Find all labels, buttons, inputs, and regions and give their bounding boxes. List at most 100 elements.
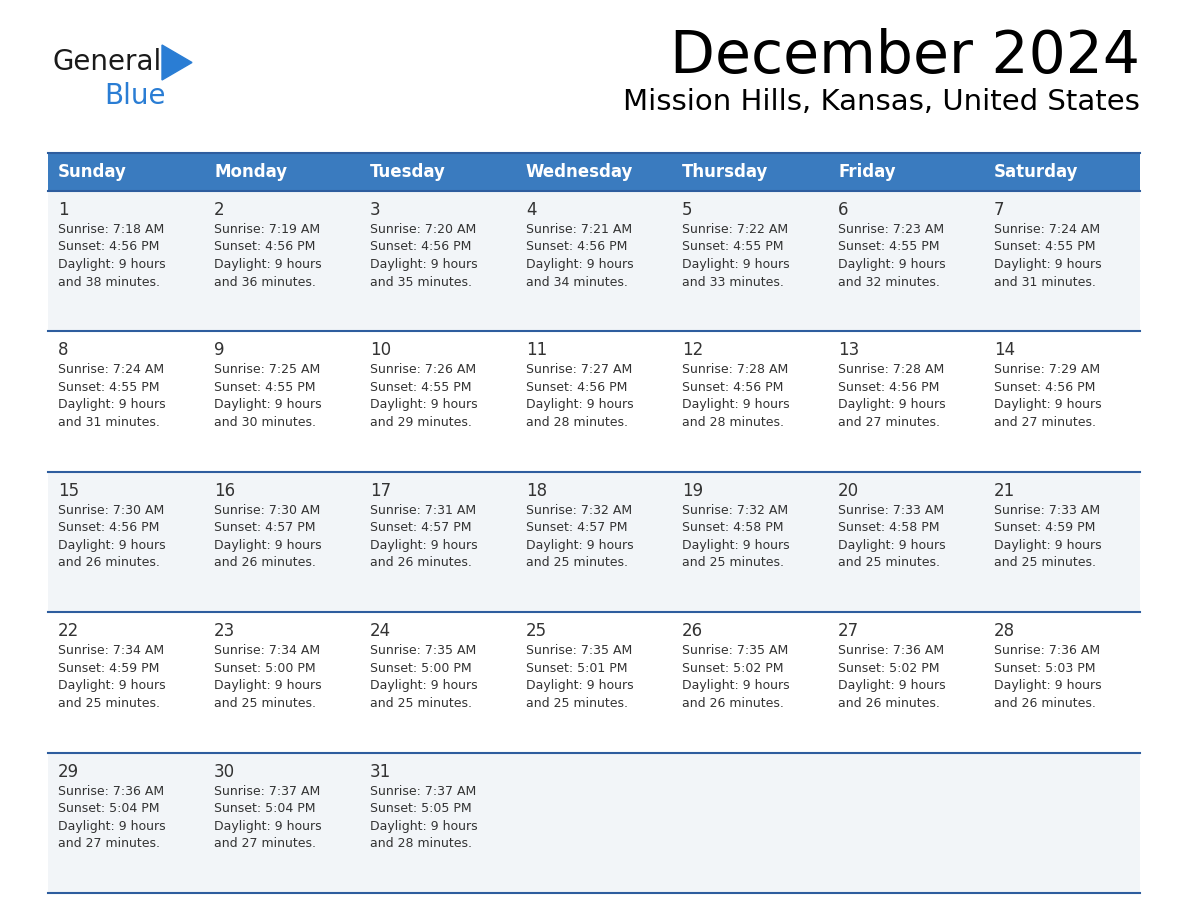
Text: 6: 6 xyxy=(838,201,848,219)
Text: Sunset: 4:55 PM: Sunset: 4:55 PM xyxy=(682,241,784,253)
Text: Sunset: 4:55 PM: Sunset: 4:55 PM xyxy=(58,381,159,394)
Text: Daylight: 9 hours: Daylight: 9 hours xyxy=(994,679,1101,692)
Text: Daylight: 9 hours: Daylight: 9 hours xyxy=(58,539,165,552)
Bar xyxy=(672,331,828,472)
Bar xyxy=(828,472,984,612)
Text: 18: 18 xyxy=(526,482,548,499)
Text: Sunset: 4:55 PM: Sunset: 4:55 PM xyxy=(214,381,316,394)
Bar xyxy=(828,612,984,753)
Text: Sunset: 4:56 PM: Sunset: 4:56 PM xyxy=(214,241,315,253)
Text: Sunrise: 7:30 AM: Sunrise: 7:30 AM xyxy=(58,504,164,517)
Text: Sunset: 4:56 PM: Sunset: 4:56 PM xyxy=(526,381,627,394)
Text: Sunset: 5:05 PM: Sunset: 5:05 PM xyxy=(369,802,472,815)
Text: Sunset: 4:56 PM: Sunset: 4:56 PM xyxy=(838,381,940,394)
Text: Sunrise: 7:31 AM: Sunrise: 7:31 AM xyxy=(369,504,476,517)
Bar xyxy=(516,153,672,191)
Text: Daylight: 9 hours: Daylight: 9 hours xyxy=(214,539,322,552)
Bar xyxy=(204,191,360,331)
Bar xyxy=(516,331,672,472)
Text: and 25 minutes.: and 25 minutes. xyxy=(994,556,1097,569)
Text: 21: 21 xyxy=(994,482,1016,499)
Text: Sunset: 4:59 PM: Sunset: 4:59 PM xyxy=(58,662,159,675)
Text: 13: 13 xyxy=(838,341,859,360)
Text: Daylight: 9 hours: Daylight: 9 hours xyxy=(58,820,165,833)
Text: and 25 minutes.: and 25 minutes. xyxy=(526,697,628,710)
Bar xyxy=(204,331,360,472)
Text: Daylight: 9 hours: Daylight: 9 hours xyxy=(682,679,790,692)
Text: and 25 minutes.: and 25 minutes. xyxy=(838,556,940,569)
Text: Daylight: 9 hours: Daylight: 9 hours xyxy=(682,258,790,271)
Text: Sunrise: 7:27 AM: Sunrise: 7:27 AM xyxy=(526,364,632,376)
Text: Thursday: Thursday xyxy=(682,163,769,181)
Text: and 32 minutes.: and 32 minutes. xyxy=(838,275,940,288)
Text: Sunset: 5:00 PM: Sunset: 5:00 PM xyxy=(369,662,472,675)
Bar xyxy=(48,191,204,331)
Text: Sunset: 5:03 PM: Sunset: 5:03 PM xyxy=(994,662,1095,675)
Text: and 26 minutes.: and 26 minutes. xyxy=(838,697,940,710)
Text: and 29 minutes.: and 29 minutes. xyxy=(369,416,472,429)
Text: and 25 minutes.: and 25 minutes. xyxy=(214,697,316,710)
Text: Sunset: 5:00 PM: Sunset: 5:00 PM xyxy=(214,662,316,675)
Text: and 31 minutes.: and 31 minutes. xyxy=(994,275,1095,288)
Bar xyxy=(516,472,672,612)
Text: Daylight: 9 hours: Daylight: 9 hours xyxy=(58,398,165,411)
Bar xyxy=(48,472,204,612)
Text: Sunset: 4:56 PM: Sunset: 4:56 PM xyxy=(58,241,159,253)
Text: 4: 4 xyxy=(526,201,537,219)
Text: Sunrise: 7:26 AM: Sunrise: 7:26 AM xyxy=(369,364,476,376)
Text: Daylight: 9 hours: Daylight: 9 hours xyxy=(526,679,633,692)
Text: Sunset: 4:57 PM: Sunset: 4:57 PM xyxy=(369,521,472,534)
Text: Wednesday: Wednesday xyxy=(526,163,633,181)
Text: Sunset: 4:57 PM: Sunset: 4:57 PM xyxy=(214,521,316,534)
Text: General: General xyxy=(52,48,162,76)
Text: and 25 minutes.: and 25 minutes. xyxy=(682,556,784,569)
Text: Sunset: 5:04 PM: Sunset: 5:04 PM xyxy=(214,802,316,815)
Text: and 38 minutes.: and 38 minutes. xyxy=(58,275,160,288)
Text: Sunrise: 7:33 AM: Sunrise: 7:33 AM xyxy=(838,504,944,517)
Bar xyxy=(984,331,1140,472)
Text: and 27 minutes.: and 27 minutes. xyxy=(214,837,316,850)
Text: 16: 16 xyxy=(214,482,235,499)
Bar xyxy=(984,472,1140,612)
Bar xyxy=(516,753,672,893)
Text: 2: 2 xyxy=(214,201,225,219)
Text: Sunset: 4:55 PM: Sunset: 4:55 PM xyxy=(838,241,940,253)
Text: Daylight: 9 hours: Daylight: 9 hours xyxy=(369,258,478,271)
Text: Sunrise: 7:34 AM: Sunrise: 7:34 AM xyxy=(214,644,320,657)
Bar xyxy=(828,153,984,191)
Text: Daylight: 9 hours: Daylight: 9 hours xyxy=(682,539,790,552)
Text: and 25 minutes.: and 25 minutes. xyxy=(369,697,472,710)
Text: Daylight: 9 hours: Daylight: 9 hours xyxy=(214,398,322,411)
Text: 25: 25 xyxy=(526,622,548,640)
Text: 17: 17 xyxy=(369,482,391,499)
Text: Sunset: 4:56 PM: Sunset: 4:56 PM xyxy=(369,241,472,253)
Text: December 2024: December 2024 xyxy=(670,28,1140,85)
Bar xyxy=(360,753,516,893)
Text: Sunrise: 7:32 AM: Sunrise: 7:32 AM xyxy=(682,504,788,517)
Text: Sunrise: 7:35 AM: Sunrise: 7:35 AM xyxy=(526,644,632,657)
Text: Sunrise: 7:37 AM: Sunrise: 7:37 AM xyxy=(369,785,476,798)
Text: Daylight: 9 hours: Daylight: 9 hours xyxy=(994,539,1101,552)
Text: Sunrise: 7:28 AM: Sunrise: 7:28 AM xyxy=(838,364,944,376)
Bar xyxy=(48,331,204,472)
Bar xyxy=(360,472,516,612)
Text: Sunset: 4:58 PM: Sunset: 4:58 PM xyxy=(838,521,940,534)
Text: Tuesday: Tuesday xyxy=(369,163,446,181)
Text: 11: 11 xyxy=(526,341,548,360)
Text: Sunset: 4:57 PM: Sunset: 4:57 PM xyxy=(526,521,627,534)
Text: 19: 19 xyxy=(682,482,703,499)
Bar xyxy=(672,472,828,612)
Bar xyxy=(360,153,516,191)
Text: Sunrise: 7:32 AM: Sunrise: 7:32 AM xyxy=(526,504,632,517)
Text: Sunset: 5:04 PM: Sunset: 5:04 PM xyxy=(58,802,159,815)
Text: Sunrise: 7:23 AM: Sunrise: 7:23 AM xyxy=(838,223,944,236)
Text: Daylight: 9 hours: Daylight: 9 hours xyxy=(369,820,478,833)
Text: Daylight: 9 hours: Daylight: 9 hours xyxy=(526,258,633,271)
Bar xyxy=(48,153,204,191)
Text: and 27 minutes.: and 27 minutes. xyxy=(994,416,1097,429)
Text: Daylight: 9 hours: Daylight: 9 hours xyxy=(369,679,478,692)
Text: and 26 minutes.: and 26 minutes. xyxy=(214,556,316,569)
Text: and 30 minutes.: and 30 minutes. xyxy=(214,416,316,429)
Text: 15: 15 xyxy=(58,482,80,499)
Text: Daylight: 9 hours: Daylight: 9 hours xyxy=(214,258,322,271)
